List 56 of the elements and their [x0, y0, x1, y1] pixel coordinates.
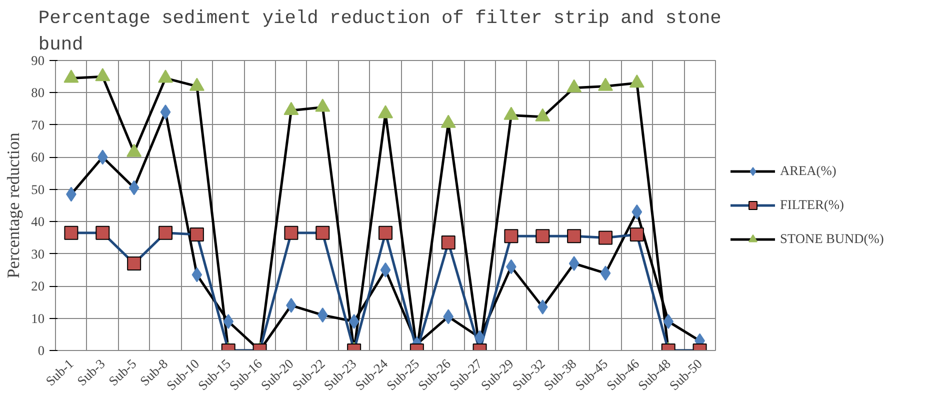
point: [189, 78, 204, 91]
point: [315, 98, 330, 112]
point: [663, 314, 674, 329]
point: [504, 229, 518, 244]
y-tick-label: 50: [31, 182, 45, 197]
y-tick-label: 60: [31, 150, 45, 165]
y-tick-label: 20: [31, 278, 45, 294]
y-tick-label: 0: [38, 343, 45, 358]
y-tick-label: 40: [31, 214, 45, 230]
legend-label: AREA(%): [780, 163, 836, 179]
point: [504, 106, 519, 120]
y-tick-label: 70: [31, 117, 45, 132]
point: [598, 230, 612, 245]
chart-title: Percentage sediment yield reduction of filter strip and stone bund: [38, 7, 722, 56]
point: [96, 226, 110, 240]
point: [535, 108, 550, 122]
point: [629, 74, 644, 88]
point: [158, 70, 173, 83]
point: [440, 114, 456, 128]
point: [192, 267, 202, 282]
point: [127, 256, 142, 270]
y-tick-label: 30: [31, 246, 45, 262]
point: [284, 226, 298, 240]
point: [600, 266, 611, 281]
point: [632, 204, 642, 220]
point: [380, 262, 391, 278]
point: [95, 68, 110, 82]
point: [126, 144, 142, 157]
point: [128, 180, 140, 196]
point: [223, 314, 234, 329]
point: [317, 308, 328, 323]
point: [348, 314, 360, 329]
legend-label: FILTER(%): [780, 197, 844, 213]
point: [441, 236, 456, 250]
y-tick-label: 80: [31, 85, 45, 100]
point: [567, 229, 582, 244]
point: [158, 226, 172, 240]
point: [598, 78, 613, 91]
point: [378, 226, 392, 240]
y-tick-label: 10: [31, 310, 45, 326]
point: [568, 256, 580, 271]
y-axis-title: Percentage reduction: [4, 132, 24, 278]
point: [537, 300, 548, 314]
point: [378, 105, 393, 118]
point: [284, 102, 299, 115]
y-tick-label: 90: [31, 53, 45, 68]
point: [190, 228, 204, 242]
point: [443, 309, 454, 324]
point: [566, 79, 582, 92]
point: [97, 150, 108, 165]
point: [316, 226, 330, 240]
legend-label: STONE BUND(%): [780, 231, 884, 247]
point: [64, 70, 79, 83]
point: [630, 228, 644, 242]
point: [536, 229, 550, 244]
point: [64, 226, 78, 240]
